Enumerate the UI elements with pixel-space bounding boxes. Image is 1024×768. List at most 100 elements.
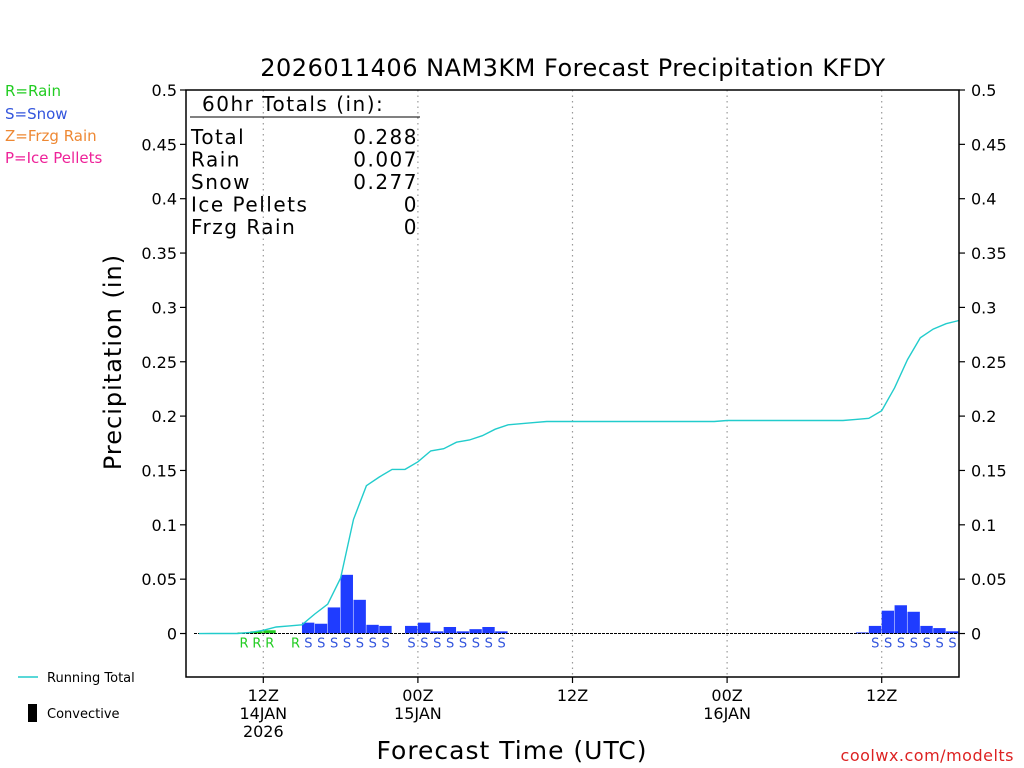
plot-frame: [185, 89, 960, 678]
y-tick-label-left-3: 0.15: [141, 461, 177, 480]
legend-rain: R=Rain: [5, 82, 61, 100]
x-tick-label-3-1: 16JAN: [703, 704, 751, 723]
ptype-marker: S: [472, 637, 480, 652]
x-tick-label-3-0: 00Z: [711, 686, 742, 705]
precip-bar: [946, 631, 959, 634]
ptype-marker: R: [291, 637, 300, 652]
precip-bar: [353, 599, 366, 634]
y-tick-label-right-4: 0.2: [971, 407, 996, 426]
y-tick-label-left-10: 0.5: [152, 81, 177, 100]
ptype-marker: S: [343, 637, 351, 652]
precip-bar: [469, 629, 482, 634]
precip-bar: [443, 626, 457, 634]
legend-ice-pellets: P=Ice Pellets: [5, 149, 102, 167]
precip-bar: [263, 630, 276, 634]
x-tick-label-1-0: 00Z: [402, 686, 433, 705]
precip-bar: [933, 628, 946, 634]
totals-label-3: Ice Pellets: [191, 193, 308, 217]
y-tick-label-right-6: 0.3: [971, 298, 996, 317]
y-tick-label-left-6: 0.3: [152, 298, 177, 317]
ptype-marker: S: [420, 637, 428, 652]
x-tick-label-0-2: 2026: [243, 722, 284, 741]
ptype-marker: S: [459, 637, 467, 652]
y-tick-label-left-5: 0.25: [141, 353, 177, 372]
totals-label-0: Total: [190, 125, 245, 149]
y-tick-label-right-5: 0.25: [971, 353, 1007, 372]
y-tick-label-right-1: 0.05: [971, 570, 1007, 589]
x-tick-label-0-1: 14JAN: [239, 704, 287, 723]
ptype-marker: S: [923, 637, 931, 652]
precip-bar: [417, 622, 431, 634]
precip-bar: [366, 624, 379, 634]
precip-bar: [920, 625, 933, 634]
x-tick-label-4-0: 12Z: [866, 686, 897, 705]
ptype-marker: S: [433, 637, 441, 652]
ptype-marker: R: [239, 637, 248, 652]
totals-heading: 60hr Totals (in):: [202, 92, 384, 116]
totals-value-4: 0: [404, 215, 418, 239]
precip-bar: [894, 605, 907, 634]
y-tick-label-left-0: 0: [167, 625, 177, 644]
ptype-marker: S: [884, 637, 892, 652]
y-tick-label-left-1: 0.05: [141, 570, 177, 589]
y-tick-label-right-3: 0.15: [971, 461, 1007, 480]
totals-rows: Total 0.288 Rain 0.007 Snow 0.277 Ice Pellets 0…: [190, 125, 418, 239]
y-tick-label-right-10: 0.5: [971, 81, 996, 100]
credit-text: coolwx.com/modelts: [841, 746, 1014, 765]
x-tick-label-1-1: 15JAN: [394, 704, 442, 723]
precip-bar: [482, 626, 495, 634]
precip-bar: [430, 631, 444, 634]
ptype-marker: S: [897, 637, 905, 652]
x-tick-label-0-0: 12Z: [248, 686, 279, 705]
totals-label-2: Snow: [191, 170, 251, 194]
y-tick-label-left-8: 0.4: [152, 190, 177, 209]
running-total-line: [198, 319, 960, 635]
ptype-marker: S: [382, 637, 390, 652]
precip-bar: [327, 607, 341, 634]
legend-snow: S=Snow: [5, 105, 68, 123]
precip-bar: [495, 631, 508, 634]
ptype-marker: S: [871, 637, 879, 652]
y-tick-label-left-7: 0.35: [141, 244, 177, 263]
ptype-marker: S: [948, 637, 956, 652]
totals-value-1: 0.007: [353, 148, 418, 172]
convective-legend-label: Convective: [47, 707, 120, 722]
ptype-marker: S: [936, 637, 944, 652]
y-tick-label-right-2: 0.1: [971, 516, 996, 535]
precip-bar: [907, 611, 920, 634]
ptype-marker: S: [498, 637, 506, 652]
ptype-marker: R: [265, 637, 274, 652]
y-axis: 0 00.05 0.050.1 0.10.15 0.150.2 0.20.25 0.250.…: [141, 81, 1006, 644]
precip-bar: [456, 631, 469, 634]
precip-bar: [301, 622, 315, 634]
precip-bar: [868, 625, 882, 634]
totals-label-1: Rain: [191, 148, 241, 172]
ptype-marker: R: [252, 637, 261, 652]
y-tick-label-right-8: 0.4: [971, 190, 996, 209]
x-axis-label: Forecast Time (UTC): [377, 736, 648, 765]
ptype-marker: S: [485, 637, 493, 652]
legend-frzg-rain: Z=Frzg Rain: [5, 127, 97, 145]
y-axis-label: Precipitation (in): [99, 254, 127, 470]
ptype-marker: S: [356, 637, 364, 652]
x-tick-label-2-0: 12Z: [557, 686, 588, 705]
ptype-marker: S: [910, 637, 918, 652]
y-tick-label-left-9: 0.45: [141, 135, 177, 154]
ptype-marker: S: [317, 637, 325, 652]
precip-bar: [340, 574, 353, 634]
chart-title: 2026011406 NAM3KM Forecast Precipitation…: [260, 54, 885, 82]
totals-box: 60hr Totals (in): Total 0.288 Rain 0.007 Sno…: [190, 92, 420, 239]
precip-bars: [237, 574, 959, 634]
ptype-marker: S: [407, 637, 415, 652]
ptype-marker: S: [304, 637, 312, 652]
totals-label-4: Frzg Rain: [191, 215, 296, 239]
precip-bar: [855, 632, 869, 634]
ptype-marker: S: [446, 637, 454, 652]
running-total-series: [198, 319, 960, 635]
y-tick-label-right-0: 0: [971, 625, 981, 644]
y-tick-label-left-2: 0.1: [152, 516, 177, 535]
totals-value-2: 0.277: [353, 170, 418, 194]
